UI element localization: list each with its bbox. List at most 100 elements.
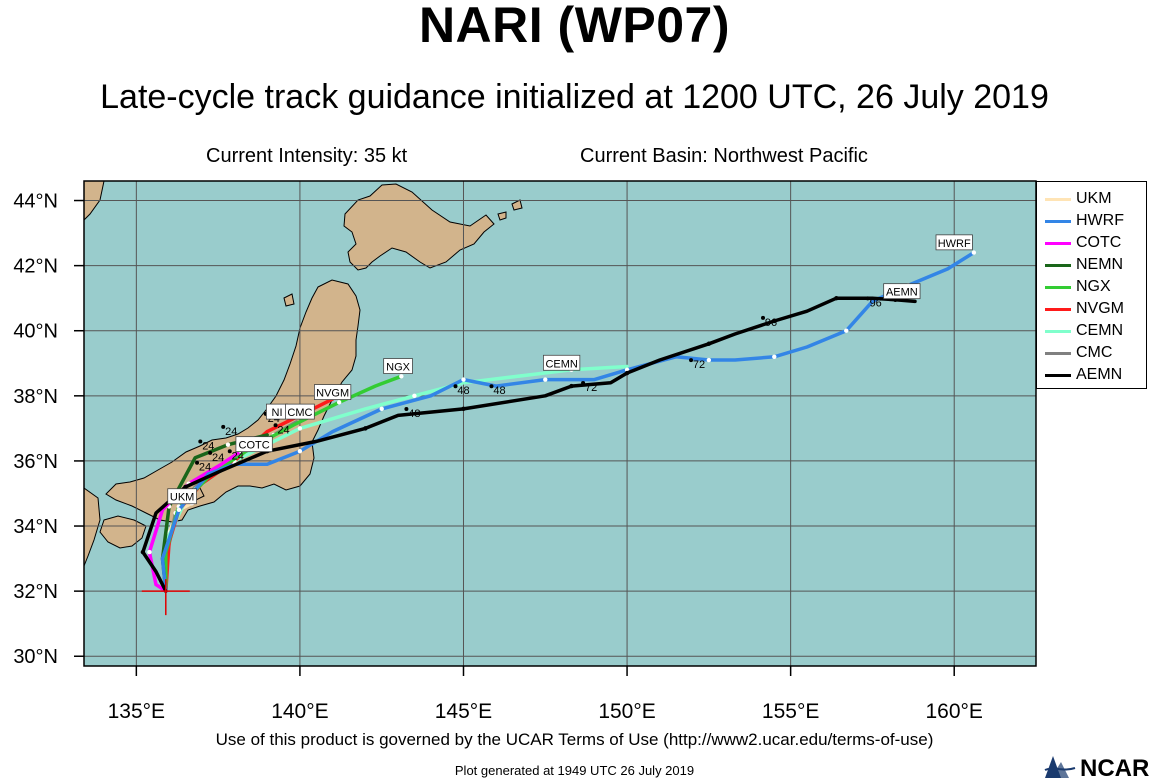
legend-label: AEMN [1076, 366, 1123, 383]
forecast-hour-label: 24 [232, 450, 244, 462]
plot-frame [83, 180, 1037, 667]
forecast-hour-label: 96 [870, 297, 882, 309]
track-point [363, 426, 368, 431]
ncar-logo-icon [1044, 756, 1076, 778]
forecast-hour-label: 24 [199, 462, 211, 474]
lat-tick-label: 40°N [13, 321, 58, 343]
lat-tick-label: 30°N [13, 646, 58, 668]
legend-label: CMC [1076, 344, 1113, 361]
forecast-hour-dot [761, 315, 766, 320]
legend-item-cmc: CMC [1045, 342, 1112, 364]
track-end-label: AEMN [886, 287, 918, 299]
current-position-marker [141, 579, 190, 616]
legend-label: NEMN [1076, 256, 1124, 273]
forecast-hour-label: 24 [225, 426, 237, 438]
track-end-label: NGX [386, 362, 411, 374]
land-kyushu [84, 487, 101, 567]
track-point [772, 354, 777, 359]
legend-item-hwrf: HWRF [1045, 210, 1124, 232]
track-point [844, 328, 849, 333]
track-point [461, 406, 466, 412]
legend-item-cotc: COTC [1045, 232, 1121, 254]
forecast-hour-dot [273, 423, 278, 428]
legend-swatch [1045, 219, 1071, 223]
land-small-island [283, 293, 295, 307]
forecast-hour-dot [689, 358, 694, 363]
legend-swatch [1045, 329, 1071, 333]
lon-tick-label: 145°E [435, 700, 492, 723]
forecast-hour-label: 72 [585, 382, 597, 394]
forecast-hour-dot [489, 384, 494, 389]
legend-item-nvgm: NVGM [1045, 298, 1124, 320]
forecast-hour-dot [208, 450, 213, 455]
track-end-label: CMC [287, 407, 312, 419]
track-end-label: NVGM [316, 388, 349, 400]
track-end-label: CEMN [545, 358, 577, 370]
land-hokkaido [343, 183, 495, 271]
map-subtitle: Late-cycle track guidance initialized at… [100, 78, 1049, 116]
forecast-hour-label: 24 [277, 424, 289, 436]
track-end-label: UKM [170, 492, 194, 504]
lat-tick-label: 32°N [13, 581, 58, 603]
lon-tick-label: 135°E [108, 700, 165, 723]
lon-tick-label: 160°E [925, 700, 982, 723]
track-point [379, 406, 384, 412]
legend-item-nemn: NEMN [1045, 254, 1123, 276]
track-point [336, 400, 342, 405]
terms-of-use: Use of this product is governed by the U… [215, 730, 934, 749]
forecast-hour-labels: 9696727248484824242424242424 [195, 296, 882, 474]
track-point [772, 318, 777, 324]
track-end-label-box [314, 384, 352, 400]
lon-tick-label: 150°E [598, 700, 655, 723]
ocean-area [84, 181, 1036, 666]
land-small-island [511, 199, 523, 211]
track-point [706, 341, 712, 346]
land-small-island [497, 211, 507, 221]
lon-tick-label: 140°E [271, 700, 328, 723]
forecast-hour-label: 48 [493, 385, 505, 397]
legend-swatch [1045, 351, 1071, 355]
lat-tick-label: 42°N [13, 256, 58, 278]
track-point [971, 250, 977, 255]
land-shikoku [99, 515, 147, 549]
track-point [834, 295, 839, 301]
legend-item-ngx: NGX [1045, 276, 1111, 298]
forecast-hour-dot [195, 460, 200, 465]
lat-tick-label: 38°N [13, 386, 58, 408]
legend-label: CEMN [1076, 322, 1124, 339]
track-point [183, 484, 188, 490]
track-end-label: HWRF [938, 238, 971, 250]
lat-tick-label: 34°N [13, 516, 58, 538]
axis-ticks: 135°E 140°E 145°E 150°E 155°E 160°E 30°N 32°N 34… [13, 191, 983, 723]
track-point [225, 442, 231, 447]
track-point [140, 549, 146, 555]
track-point [297, 426, 303, 431]
track-cotc [147, 449, 243, 593]
track-end-labels: HWRF AEMN CEMN NGX NVGM NI CMC COTC UKM [167, 234, 973, 505]
forecast-hour-label: 48 [457, 385, 469, 397]
forecast-hour-label: 96 [765, 317, 777, 329]
track-end-label-box [935, 234, 973, 251]
track-point [706, 357, 712, 363]
legend-item-ukm: UKM [1045, 188, 1112, 210]
map-title: NARI (WP07) [418, 0, 731, 53]
forecast-hour-label: 24 [202, 441, 214, 453]
track-point [176, 507, 182, 512]
track-end-label: NI [272, 407, 283, 419]
current-basin: Current Basin: Northwest Pacific [580, 145, 868, 167]
track-end-label-box [167, 488, 197, 505]
legend-swatch [1045, 241, 1071, 245]
forecast-hour-label: 72 [693, 359, 705, 371]
track-point [624, 370, 630, 376]
forecast-hour-dot [404, 406, 409, 411]
legend-swatch [1045, 263, 1071, 267]
track-end-label: COTC [239, 440, 270, 452]
forecast-hour-dot [453, 384, 458, 389]
legend-label: HWRF [1076, 212, 1124, 229]
forecast-hour-dot [227, 449, 232, 454]
legend-swatch [1045, 373, 1071, 377]
legend-label: COTC [1076, 234, 1122, 251]
legend-item-cemn: CEMN [1045, 320, 1123, 342]
forecast-hour-dot [865, 296, 870, 301]
legend-label: NGX [1076, 278, 1111, 295]
